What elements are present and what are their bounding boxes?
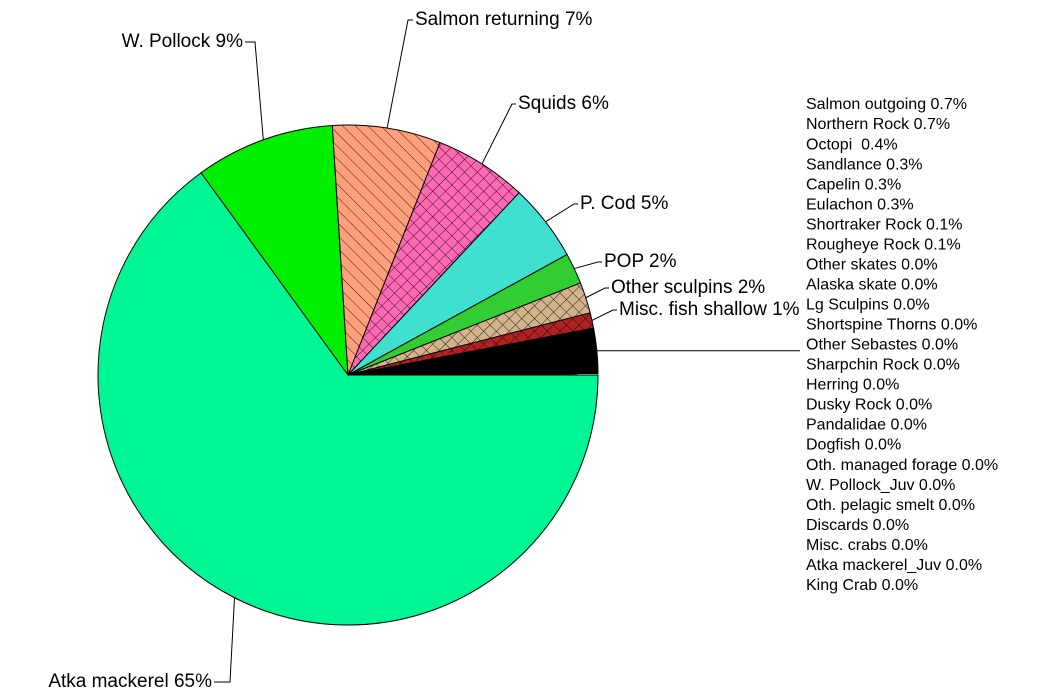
- leader-line: [386, 19, 413, 129]
- slice-label: Discards 0.0%: [806, 517, 909, 534]
- slice-label: Shortraker Rock 0.1%: [806, 216, 963, 233]
- pie-slice: [347, 372, 598, 376]
- slice-label: Pandalidae 0.0%: [806, 417, 927, 434]
- slice-label: POP 2%: [604, 251, 677, 272]
- leader-line: [591, 309, 617, 321]
- slice-label: Herring 0.0%: [806, 377, 899, 394]
- slice-label: King Crab 0.0%: [806, 577, 918, 594]
- leader-line: [585, 287, 609, 299]
- slice-label: Shortspine Thorns 0.0%: [806, 317, 977, 334]
- slice-label: Octopi 0.4%: [806, 136, 898, 153]
- leader-line: [545, 203, 578, 223]
- slice-label: P. Cod 5%: [580, 193, 668, 214]
- slice-label: Misc. crabs 0.0%: [806, 537, 928, 554]
- slice-label: Lg Sculpins 0.0%: [806, 297, 930, 314]
- slice-label: Capelin 0.3%: [806, 176, 901, 193]
- slice-label: Salmon returning 7%: [415, 9, 593, 30]
- slice-label: W. Pollock 9%: [122, 31, 244, 52]
- slice-label: Alaska skate 0.0%: [806, 276, 938, 293]
- slice-hatch: [348, 312, 594, 375]
- slice-hatch: [348, 282, 591, 375]
- leader-line: [481, 103, 516, 165]
- slice-label: Sandlance 0.3%: [806, 156, 923, 173]
- pie-slice: [200, 124, 349, 377]
- leader-line: [214, 597, 236, 683]
- slice-hatch: [332, 124, 441, 375]
- slice-label: Other sculpins 2%: [611, 277, 765, 298]
- slice-label: Dusky Rock 0.0%: [806, 397, 932, 414]
- slice-label: Atka mackerel 65%: [48, 671, 212, 692]
- slice-hatch: [348, 142, 520, 375]
- slice-label: Dogfish 0.0%: [806, 437, 901, 454]
- slice-label: Oth. pelagic smelt 0.0%: [806, 497, 975, 514]
- slice-label: Other Sebastes 0.0%: [806, 337, 958, 354]
- slice-label: Squids 6%: [518, 93, 609, 114]
- slice-label: Eulachon 0.3%: [806, 196, 914, 213]
- slice-label: W. Pollock_Juv 0.0%: [806, 477, 955, 494]
- slice-label: Salmon outgoing 0.7%: [806, 96, 967, 113]
- slice-label: Sharpchin Rock 0.0%: [806, 357, 960, 374]
- slice-label: Misc. fish shallow 1%: [619, 299, 800, 320]
- slice-label: Northern Rock 0.7%: [806, 116, 950, 133]
- leader-line: [245, 41, 264, 140]
- slice-label: Other skates 0.0%: [806, 256, 938, 273]
- slice-label: Atka mackerel_Juv 0.0%: [806, 557, 982, 574]
- slice-label: Rougheye Rock 0.1%: [806, 236, 961, 253]
- slice-label: Oth. managed forage 0.0%: [806, 457, 998, 474]
- leader-line: [574, 261, 602, 270]
